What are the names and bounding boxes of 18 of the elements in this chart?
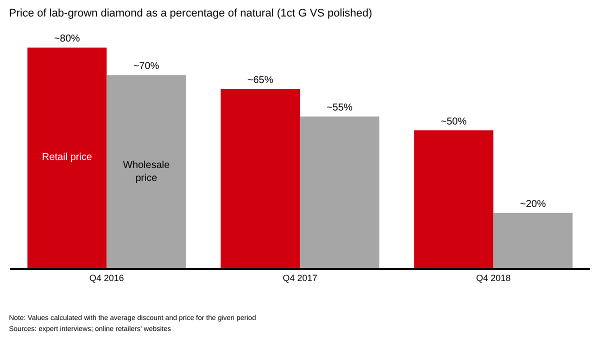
bar [27, 48, 107, 268]
series-label: Retail price [42, 152, 92, 163]
bar [300, 116, 380, 268]
series-label: Wholesale price [123, 160, 170, 184]
data-label: ~20% [520, 198, 546, 210]
bar [220, 88, 300, 268]
bar [493, 212, 573, 268]
x-tick-label: Q4 2016 [89, 272, 124, 283]
data-label: ~55% [326, 102, 353, 114]
data-label: ~80% [54, 34, 80, 45]
bar [414, 130, 494, 268]
data-label: ~70% [133, 61, 160, 72]
bar [106, 75, 186, 268]
data-label: ~50% [440, 116, 467, 128]
data-label: ~65% [247, 74, 274, 86]
chart-title: Price of lab-grown diamond as a percentage of natural (1ct G VS polished) [9, 7, 372, 20]
x-tick-label: Q4 2018 [476, 272, 511, 283]
x-tick-label: Q4 2017 [282, 272, 318, 283]
